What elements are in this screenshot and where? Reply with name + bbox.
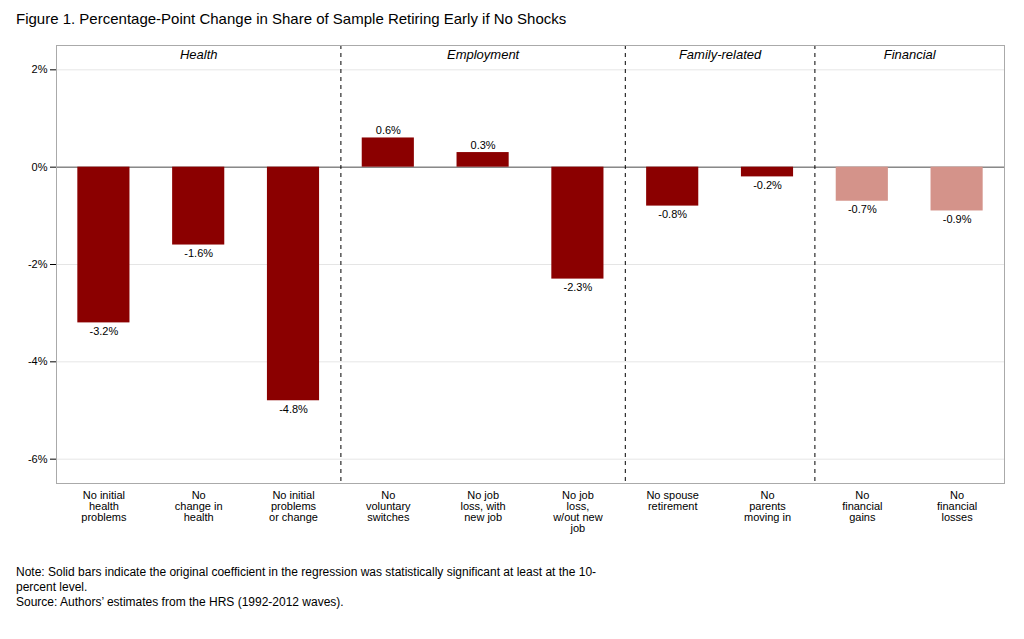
svg-text:-0.9%: -0.9% <box>943 213 972 225</box>
svg-text:-6%: -6% <box>28 453 48 465</box>
svg-text:Nofinancialgains: Nofinancialgains <box>842 489 882 523</box>
svg-text:Nofinanciallosses: Nofinanciallosses <box>937 489 977 523</box>
svg-text:-0.7%: -0.7% <box>848 203 877 215</box>
svg-text:Health: Health <box>180 47 218 62</box>
svg-text:-2%: -2% <box>28 258 48 270</box>
svg-text:-3.2%: -3.2% <box>90 325 119 337</box>
svg-text:No jobloss, withnew job: No jobloss, withnew job <box>460 489 505 523</box>
svg-text:No initialhealthproblems: No initialhealthproblems <box>81 489 127 523</box>
svg-text:0.6%: 0.6% <box>376 124 401 136</box>
svg-text:No initialproblemsor change: No initialproblemsor change <box>269 489 318 523</box>
svg-text:Novoluntaryswitches: Novoluntaryswitches <box>366 489 411 523</box>
svg-text:Noparentsmoving in: Noparentsmoving in <box>744 489 791 523</box>
html-text:Figure 1. Percentage-Point Cha: Figure 1. Percentage-Point Change in Sha… <box>16 10 567 27</box>
svg-text:0.3%: 0.3% <box>471 139 496 151</box>
svg-text:-0.8%: -0.8% <box>658 208 687 220</box>
svg-text:0%: 0% <box>32 161 48 173</box>
svg-text:2%: 2% <box>32 63 48 75</box>
html-text:Note: Solid bars indicate the: Note: Solid bars indicate the original c… <box>16 565 597 579</box>
html-text:percent level.: percent level. <box>16 580 88 594</box>
svg-text:Employment: Employment <box>447 47 521 62</box>
svg-text:-4%: -4% <box>28 355 48 367</box>
svg-text:No jobloss,w/out newjob: No jobloss,w/out newjob <box>552 489 603 534</box>
svg-text:-4.8%: -4.8% <box>279 403 308 415</box>
html-text:Source: Authors’ estimates fro: Source: Authors’ estimates from the HRS … <box>16 595 344 609</box>
svg-text:Family-related: Family-related <box>679 47 762 62</box>
svg-text:-2.3%: -2.3% <box>564 281 593 293</box>
svg-text:Nochange inhealth: Nochange inhealth <box>175 489 223 523</box>
svg-text:-0.2%: -0.2% <box>753 179 782 191</box>
svg-text:Financial: Financial <box>884 47 937 62</box>
svg-text:No spouseretirement: No spouseretirement <box>646 489 699 512</box>
svg-text:-1.6%: -1.6% <box>184 247 213 259</box>
